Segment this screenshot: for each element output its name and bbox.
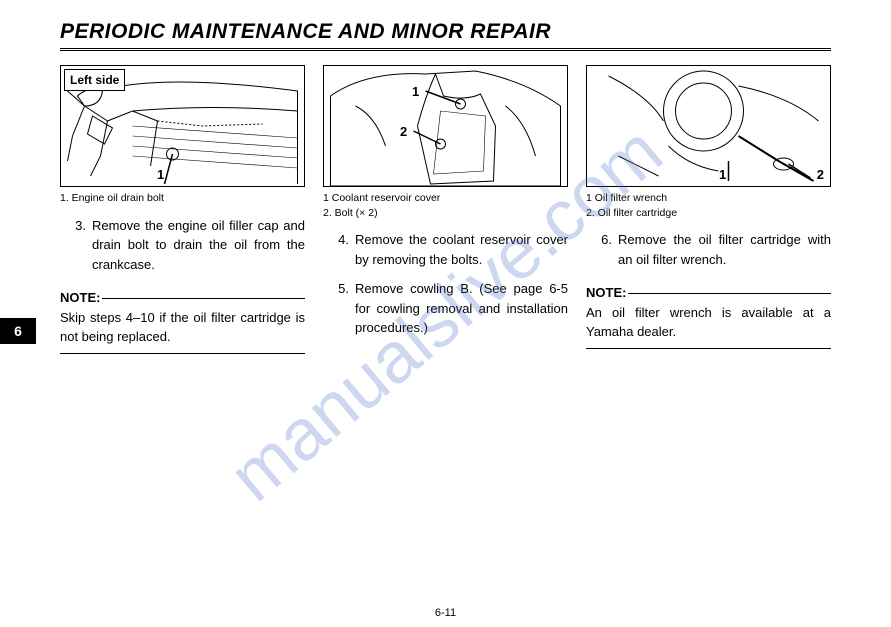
callout-1: 1 bbox=[412, 82, 419, 102]
step-number: 3. bbox=[60, 216, 92, 275]
callout-1: 1 bbox=[157, 165, 164, 185]
figure-caption: 1 Coolant reservoir cover 2. Bolt (× 2) bbox=[323, 191, 568, 220]
step-4: 4. Remove the coolant reservoir cover by… bbox=[323, 230, 568, 269]
note-label: NOTE: bbox=[586, 283, 626, 303]
step-3: 3. Remove the engine oil filler cap and … bbox=[60, 216, 305, 275]
manual-page: PERIODIC MAINTENANCE AND MINOR REPAIR Le… bbox=[0, 0, 891, 374]
caption-line-2: 2. Bolt (× 2) bbox=[323, 206, 568, 221]
callout-2: 2 bbox=[817, 165, 824, 185]
column-2: 1 2 1 Coolant reservoir cover 2. Bolt (×… bbox=[323, 65, 568, 354]
page-title: PERIODIC MAINTENANCE AND MINOR REPAIR bbox=[60, 20, 831, 51]
figure-reservoir-cover: 1 2 bbox=[323, 65, 568, 187]
note-body: Skip steps 4–10 if the oil filter cartri… bbox=[60, 308, 305, 354]
callout-1: 1 bbox=[719, 165, 726, 185]
step-text: Remove cowling B. (See page 6-5 for cowl… bbox=[355, 279, 568, 338]
figure-caption: 1 Oil filter wrench 2. Oil filter cartri… bbox=[586, 191, 831, 220]
step-6: 6. Remove the oil filter cartridge with … bbox=[586, 230, 831, 269]
note-label: NOTE: bbox=[60, 288, 100, 308]
caption-line-1: 1 Oil filter wrench bbox=[586, 191, 831, 206]
figure-left-side: Left side bbox=[60, 65, 305, 187]
step-number: 5. bbox=[323, 279, 355, 338]
note-rule bbox=[628, 293, 831, 294]
step-text: Remove the coolant reservoir cover by re… bbox=[355, 230, 568, 269]
oil-filter-sketch bbox=[587, 66, 830, 186]
page-number: 6-11 bbox=[0, 607, 891, 619]
note-rule bbox=[102, 298, 305, 299]
note-body: An oil filter wrench is available at a Y… bbox=[586, 303, 831, 349]
step-number: 6. bbox=[586, 230, 618, 269]
callout-2: 2 bbox=[400, 122, 407, 142]
caption-line-2: 2. Oil filter cartridge bbox=[586, 206, 831, 221]
step-number: 4. bbox=[323, 230, 355, 269]
figure-caption: 1. Engine oil drain bolt bbox=[60, 191, 305, 206]
figure-label: Left side bbox=[64, 69, 125, 91]
reservoir-sketch bbox=[324, 66, 567, 186]
note-heading: NOTE: bbox=[60, 288, 305, 308]
caption-line-1: 1 Coolant reservoir cover bbox=[323, 191, 568, 206]
step-5: 5. Remove cowling B. (See page 6-5 for c… bbox=[323, 279, 568, 338]
column-3: 1 2 1 Oil filter wrench 2. Oil filter ca… bbox=[586, 65, 831, 354]
note-heading: NOTE: bbox=[586, 283, 831, 303]
content-columns: Left side bbox=[60, 65, 831, 354]
step-text: Remove the oil filter cartridge with an … bbox=[618, 230, 831, 269]
step-text: Remove the engine oil filler cap and dra… bbox=[92, 216, 305, 275]
figure-oil-filter: 1 2 bbox=[586, 65, 831, 187]
column-1: Left side bbox=[60, 65, 305, 354]
